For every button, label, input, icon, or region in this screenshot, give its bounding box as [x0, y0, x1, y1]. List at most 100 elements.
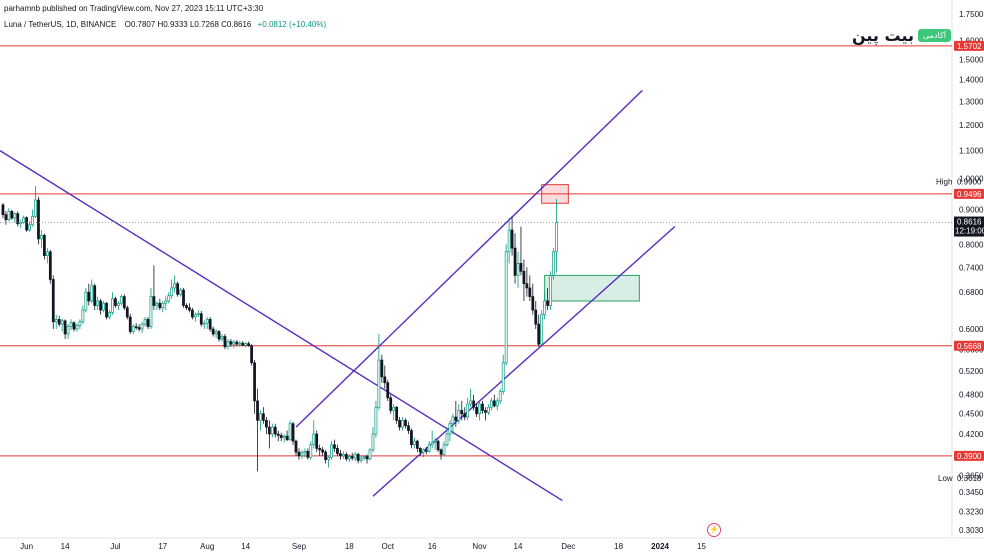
candle-body	[495, 400, 499, 407]
x-tick-label: Nov	[472, 542, 486, 551]
candle-body	[457, 410, 461, 421]
symbol-label[interactable]: Luna / TetherUS, 1D, BINANCE	[4, 20, 117, 29]
candle-body	[481, 403, 484, 411]
candle-body	[448, 423, 452, 435]
candle-body	[359, 457, 363, 461]
candle-body	[353, 453, 357, 459]
candle-body	[368, 449, 372, 460]
y-tick-label: 0.9000	[959, 206, 984, 215]
candle-body	[504, 251, 508, 364]
candle-body	[34, 199, 37, 217]
candle-body	[498, 391, 502, 402]
candle-body	[291, 423, 295, 442]
candle-body	[158, 302, 162, 309]
candle-body	[273, 426, 277, 435]
candle-body	[386, 382, 390, 399]
candle-body	[318, 448, 322, 451]
candle-body	[60, 320, 64, 325]
candle-body	[427, 444, 431, 452]
candle-body	[173, 283, 177, 289]
candle-body	[31, 215, 34, 226]
y-tick-label: 0.8000	[959, 240, 984, 249]
lightning-icon[interactable]: ⚡	[707, 523, 721, 537]
x-tick-label: 14	[514, 542, 523, 551]
candle-body	[507, 229, 511, 253]
candle-body	[436, 440, 440, 451]
candle-body	[439, 449, 443, 455]
y-tick-label: 0.3450	[959, 488, 984, 497]
y-tick-label: 1.6000	[959, 36, 984, 45]
candle-body	[217, 331, 221, 340]
candle-body	[1, 204, 5, 216]
candle-body	[484, 410, 487, 413]
candle-body	[131, 326, 135, 332]
candle-body	[40, 234, 43, 240]
x-tick-label: Aug	[200, 542, 214, 551]
candle-body	[232, 341, 236, 345]
candle-body	[182, 289, 185, 306]
candle-body	[276, 433, 280, 436]
candle-body	[341, 453, 345, 457]
level-label: 0.5668	[957, 342, 982, 351]
candle-body	[78, 321, 82, 326]
candle-body	[25, 217, 29, 231]
candle-body	[205, 319, 209, 324]
y-tick-label: 0.7400	[959, 263, 984, 272]
candle-body	[413, 440, 416, 446]
candle-body	[238, 342, 242, 345]
high-value: 0.9900	[957, 178, 982, 187]
candle-body	[389, 397, 393, 411]
candle-body	[540, 314, 544, 345]
candle-body	[214, 331, 218, 335]
candle-body	[513, 247, 517, 276]
candle-body	[279, 435, 283, 438]
x-tick-label: 16	[428, 542, 437, 551]
candle-body	[4, 214, 8, 221]
candle-body	[105, 302, 108, 318]
candle-body	[93, 285, 97, 306]
candle-body	[155, 302, 159, 306]
y-tick-label: 1.0000	[959, 175, 984, 184]
candle-body	[460, 410, 464, 415]
candle-body	[28, 224, 31, 231]
candle-body	[377, 359, 381, 408]
candle-body	[534, 309, 538, 325]
candle-body	[81, 309, 85, 323]
price-axis-background	[952, 0, 984, 554]
level-label: 0.3900	[957, 452, 982, 461]
candle-body	[10, 211, 14, 219]
candle-body	[362, 456, 366, 459]
candle-body	[430, 442, 434, 446]
candle-body	[75, 325, 79, 330]
y-tick-label: 1.4000	[959, 76, 984, 85]
candle-body	[392, 406, 396, 411]
candle-body	[176, 283, 179, 295]
x-tick-label: 14	[241, 542, 250, 551]
candle-body	[244, 343, 248, 346]
candle-body	[161, 302, 165, 309]
candle-body	[489, 400, 493, 408]
sell-zone	[541, 184, 569, 204]
candle-body	[501, 362, 505, 393]
candle-body	[282, 435, 286, 438]
candle-body	[51, 279, 55, 323]
candle-body	[247, 343, 251, 347]
y-tick-label: 1.1000	[959, 147, 984, 156]
candle-body	[196, 313, 200, 316]
candle-body	[19, 222, 23, 225]
level-label: 1.5702	[957, 42, 982, 51]
candle-body	[220, 336, 224, 340]
candle-body	[250, 345, 253, 364]
y-tick-label: 0.4800	[959, 391, 984, 400]
candle-body	[149, 296, 153, 327]
candle-body	[90, 285, 94, 302]
candle-body	[96, 300, 100, 306]
high-label: High	[936, 178, 952, 187]
y-tick-label: 0.3230	[959, 507, 984, 516]
candle-body	[134, 326, 138, 328]
candle-body	[365, 456, 369, 460]
low-value: 0.3618	[957, 474, 982, 483]
candle-body	[404, 419, 407, 427]
